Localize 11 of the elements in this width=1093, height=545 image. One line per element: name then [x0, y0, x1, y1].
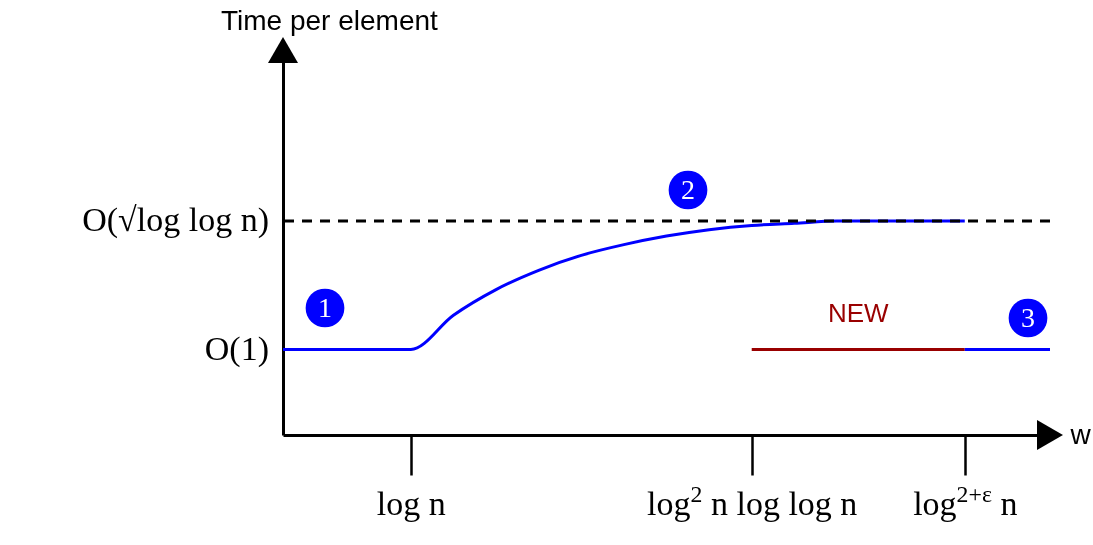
- x-axis-title: w: [1069, 418, 1092, 450]
- series-label: NEW: [827, 298, 890, 329]
- text: 2: [681, 174, 695, 205]
- text: Time per element: [221, 5, 439, 36]
- text: O(1): [204, 330, 269, 368]
- x-tick-label: log$^{2}$ n log log n: [647, 480, 858, 522]
- x-tick-label: log n: [376, 484, 446, 522]
- ref-line-label: O(√log log n): [82, 201, 269, 240]
- annotation: 3: [1021, 302, 1035, 333]
- annotation: 1: [318, 292, 332, 323]
- x-tick-label: log$^{2+ε}$ n: [913, 480, 1018, 522]
